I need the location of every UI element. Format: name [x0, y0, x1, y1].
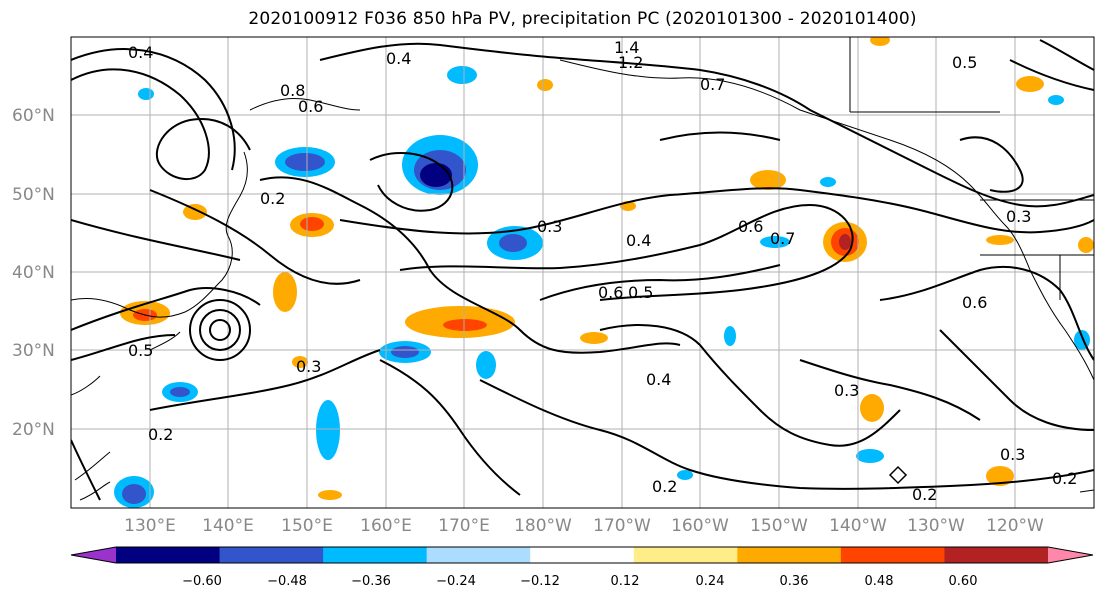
contour-label: 0.5	[952, 53, 977, 72]
contour-label: 0.2	[148, 425, 173, 444]
lon-label: 160°W	[671, 516, 729, 536]
longitude-labels: 130°E 140°E 150°E 160°E 170°E 180°W 170°…	[124, 516, 1044, 536]
colorbar-tick: 0.12	[611, 574, 640, 589]
contour-label: 0.3	[296, 357, 321, 376]
contour-label: 0.2	[260, 189, 285, 208]
colorbar-tick: −0.48	[267, 574, 307, 589]
negative-precip-areas	[114, 66, 1090, 508]
contour-label: 0.5	[128, 341, 153, 360]
contour-label: 0.6	[962, 293, 987, 312]
colorbar-segment	[323, 547, 428, 563]
colorbar-tick: −0.24	[436, 574, 476, 589]
colorbar-segment	[219, 547, 324, 563]
contour-label: 0.2	[912, 485, 937, 504]
lat-label-40n: 40°N	[12, 263, 55, 283]
colorbar-segment	[530, 547, 635, 563]
contour-label: 1.4	[614, 38, 639, 57]
lon-label: 160°E	[360, 516, 412, 536]
colorbar-segment	[737, 547, 842, 563]
lat-label-30n: 30°N	[12, 341, 55, 361]
contour-label: 0.4	[626, 231, 651, 250]
colorbar: −0.60 −0.48 −0.36 −0.24 −0.12 0.12 0.24 …	[70, 546, 1094, 589]
colorbar-tick: 0.48	[865, 574, 894, 589]
figure-title: 2020100912 F036 850 hPa PV, precipitatio…	[248, 9, 917, 29]
lat-label-60n: 60°N	[12, 106, 55, 126]
colorbar-tick: 0.24	[696, 574, 725, 589]
colorbar-extend-max	[1048, 547, 1093, 563]
colorbar-tick: −0.12	[520, 574, 560, 589]
colorbar-extend-min	[71, 547, 116, 563]
lon-label: 170°W	[593, 516, 651, 536]
lon-label: 130°E	[124, 516, 176, 536]
contour-label: 0.2	[652, 477, 677, 496]
colorbar-tick: −0.36	[351, 574, 391, 589]
contour-label: 0.4	[646, 370, 671, 389]
lat-label-50n: 50°N	[12, 185, 55, 205]
contour-label: 0.3	[537, 217, 562, 236]
contour-label: 0.4	[386, 49, 411, 68]
colorbar-left-arrow	[70, 546, 117, 564]
lon-label: 150°E	[281, 516, 333, 536]
lon-label: 140°E	[202, 516, 254, 536]
colorbar-segment	[840, 547, 945, 563]
colorbar-ticks: −0.60 −0.48 −0.36 −0.24 −0.12 0.12 0.24 …	[182, 574, 977, 589]
colorbar-right-arrow	[1047, 546, 1094, 564]
colorbar-tick: 0.60	[949, 574, 978, 589]
colorbar-segment	[633, 547, 738, 563]
colorbar-segment	[116, 547, 221, 563]
precipitation-shading	[114, 37, 1094, 508]
colorbar-tick: −0.60	[182, 574, 222, 589]
lon-label: 130°W	[907, 516, 965, 536]
lon-label: 120°W	[986, 516, 1044, 536]
latitude-labels: 60°N 50°N 40°N 30°N 20°N	[12, 106, 55, 440]
colorbar-segment	[944, 547, 1049, 563]
lon-label: 150°W	[750, 516, 808, 536]
lon-label: 170°E	[438, 516, 490, 536]
map-frame	[70, 36, 1095, 509]
contour-label: 0.5	[628, 283, 653, 302]
contour-label: 0.6	[298, 97, 323, 116]
contour-label: 0.3	[1000, 445, 1025, 464]
contour-label: 0.2	[1052, 469, 1077, 488]
contour-label: 0.8	[280, 81, 305, 100]
colorbar-segments	[71, 547, 1093, 563]
contour-label: 0.7	[700, 75, 725, 94]
lon-label: 180°W	[514, 516, 572, 536]
coastlines	[71, 37, 1094, 501]
pv-contours	[71, 39, 1094, 501]
contour-label: 0.6	[738, 217, 763, 236]
contour-label: 1.2	[618, 53, 643, 72]
contour-labels: 0.4 1.4 1.2 0.4 0.5 0.8 0.6 0.7 0.2 0.3 …	[128, 38, 1077, 504]
lat-label-20n: 20°N	[12, 420, 55, 440]
contour-label: 0.6	[598, 283, 623, 302]
contour-label: 0.7	[770, 229, 795, 248]
colorbar-tick: 0.36	[780, 574, 809, 589]
colorbar-segment	[426, 547, 531, 563]
contour-label: 0.3	[834, 381, 859, 400]
contour-label: 0.4	[128, 43, 153, 62]
contour-label: 0.3	[1006, 207, 1031, 226]
lon-label: 140°W	[829, 516, 887, 536]
